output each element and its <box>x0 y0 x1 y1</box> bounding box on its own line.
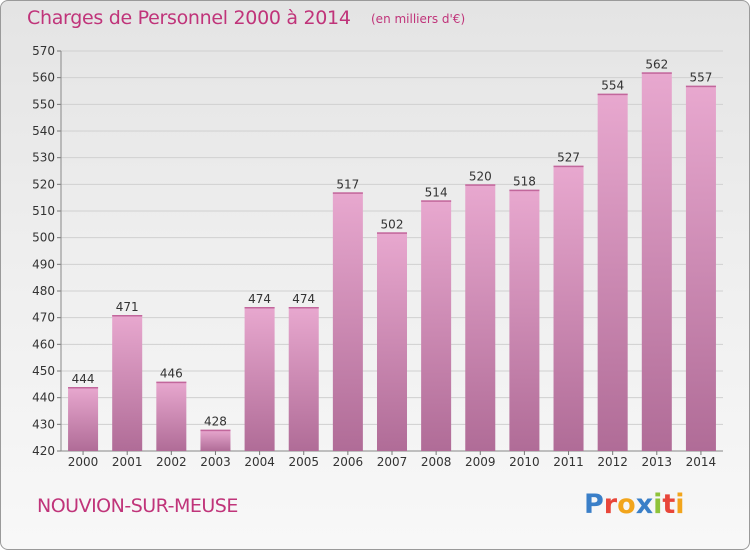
y-tick-label: 570 <box>32 44 55 58</box>
proxiti-logo[interactable]: Proxiti <box>584 489 685 520</box>
y-tick-label: 540 <box>32 124 55 138</box>
x-tick-label: 2004 <box>244 455 275 469</box>
bar <box>465 184 496 452</box>
y-tick-label: 470 <box>32 311 55 325</box>
data-label: 446 <box>160 367 183 381</box>
y-tick-label: 450 <box>32 364 55 378</box>
bar <box>112 315 143 451</box>
data-label: 502 <box>381 217 404 231</box>
x-tick-label: 2005 <box>288 455 319 469</box>
bar-top-edge <box>156 381 187 384</box>
data-label: 474 <box>292 292 315 306</box>
chart-unit: (en milliers d'€) <box>371 12 466 26</box>
data-label: 557 <box>689 71 712 85</box>
bar <box>156 381 187 451</box>
logo-letter: i <box>653 489 663 520</box>
x-tick-label: 2011 <box>553 455 584 469</box>
bar-top-edge <box>68 387 99 389</box>
data-label: 514 <box>425 185 448 199</box>
bar <box>685 85 716 452</box>
bar-top-edge <box>465 184 496 186</box>
logo-letter: i <box>675 489 685 520</box>
bar-top-edge <box>200 429 231 432</box>
data-label: 518 <box>513 175 536 189</box>
data-label: 527 <box>557 151 580 165</box>
bar <box>288 307 319 451</box>
bar <box>68 387 99 451</box>
data-label: 554 <box>601 79 624 93</box>
data-label: 520 <box>469 169 492 183</box>
bar <box>200 429 231 451</box>
logo-letter: r <box>603 489 618 520</box>
bar-top-edge <box>376 232 408 234</box>
bar-top-edge <box>641 72 672 74</box>
bar <box>641 72 672 451</box>
bar-top-edge <box>112 315 143 317</box>
x-tick-label: 2008 <box>421 455 452 469</box>
logo-letter: x <box>635 489 654 520</box>
bar <box>421 200 452 451</box>
y-tick-label: 480 <box>32 284 55 298</box>
x-tick-label: 2010 <box>509 455 540 469</box>
y-tick-label: 460 <box>32 337 55 351</box>
town-name: NOUVION-SUR-MEUSE <box>37 495 238 517</box>
bar-top-edge <box>288 307 319 309</box>
data-label: 517 <box>336 177 359 191</box>
bar <box>244 307 275 451</box>
bar <box>553 165 584 451</box>
bar-top-edge <box>509 189 540 192</box>
bar-top-edge <box>421 200 452 202</box>
y-tick-label: 530 <box>32 151 55 165</box>
chart-title: Charges de Personnel 2000 à 2014 <box>27 7 351 29</box>
y-tick-label: 520 <box>32 177 55 191</box>
logo-letter: t <box>662 489 676 520</box>
x-tick-label: 2007 <box>377 455 408 469</box>
bar-top-edge <box>332 192 363 194</box>
y-tick-label: 420 <box>32 444 55 458</box>
bar <box>597 93 628 452</box>
y-tick-label: 560 <box>32 71 55 85</box>
y-tick-label: 440 <box>32 391 55 405</box>
x-tick-label: 2006 <box>333 455 364 469</box>
axis-layer: 420 430 440 450 460 470 480 490 500 510 520 530 540 5… <box>32 44 723 469</box>
logo-letter: P <box>584 489 604 520</box>
data-label: 428 <box>204 415 227 429</box>
x-tick-label: 2009 <box>465 455 496 469</box>
data-label: 474 <box>248 292 271 306</box>
y-tick-label: 550 <box>32 97 55 111</box>
x-tick-label: 2013 <box>642 455 673 469</box>
x-tick-label: 2012 <box>597 455 628 469</box>
bar <box>509 189 540 451</box>
x-tick-label: 2002 <box>156 455 187 469</box>
x-tick-label: 2003 <box>200 455 231 469</box>
x-tick-label: 2001 <box>112 455 143 469</box>
bar-top-edge <box>597 93 628 96</box>
x-tick-label: 2014 <box>686 455 717 469</box>
x-tick-label: 2000 <box>68 455 99 469</box>
y-tick-label: 500 <box>32 231 55 245</box>
bar <box>376 232 408 451</box>
y-tick-label: 430 <box>32 417 55 431</box>
label-layer: 444 471 446 428 474 474 517 502 514 520 518 527 554 5… <box>72 57 713 428</box>
bar <box>332 192 363 452</box>
bar-top-edge <box>244 307 275 309</box>
logo-letter: o <box>617 489 636 520</box>
data-label: 562 <box>645 57 668 71</box>
data-label: 444 <box>72 372 95 386</box>
bar-top-edge <box>685 85 716 88</box>
bar-layer <box>68 72 716 452</box>
y-tick-label: 490 <box>32 257 55 271</box>
bar-top-edge <box>553 165 584 168</box>
y-tick-label: 510 <box>32 204 55 218</box>
data-label: 471 <box>116 300 139 314</box>
